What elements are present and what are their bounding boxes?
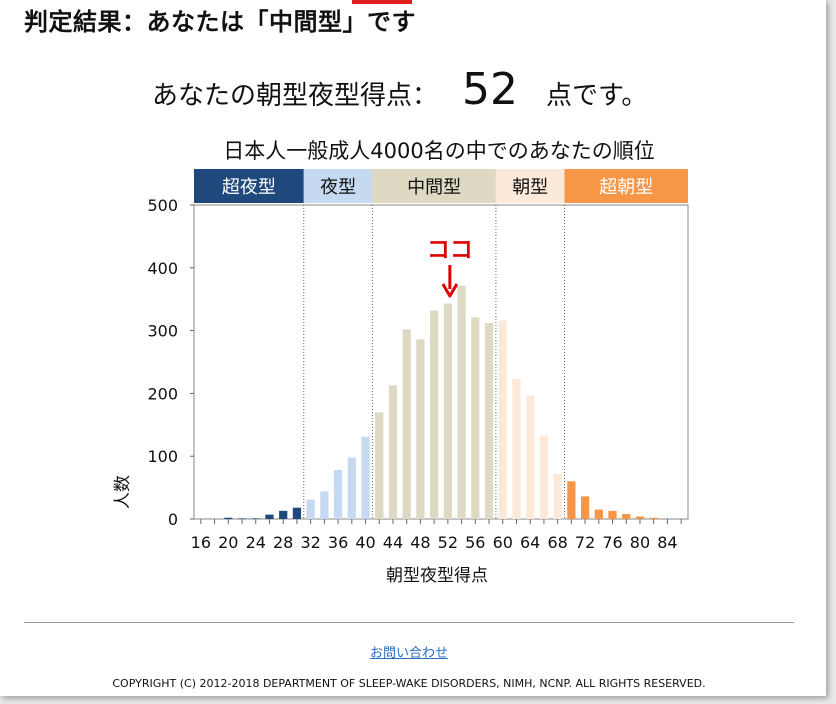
x-tick-label: 40 [355, 533, 375, 552]
result-panel: 判定結果：あなたは「中間型」です あなたの朝型夜型得点： 52 点です。 日本人… [0, 0, 826, 696]
bar-78 [622, 513, 631, 519]
band-3 [372, 169, 496, 203]
bar-48 [416, 339, 425, 519]
x-tick-label: 76 [602, 533, 622, 552]
band-5 [564, 169, 688, 203]
y-tick-label: 0 [168, 510, 178, 529]
bar-56 [471, 317, 480, 519]
x-tick-label: 84 [657, 533, 677, 552]
band-label-1: 超夜型 [222, 177, 276, 198]
bar-70 [567, 481, 576, 519]
marker-arrow-head [441, 283, 459, 298]
y-tick-label: 400 [147, 259, 178, 278]
score-prefix: あなたの朝型夜型得点： [152, 81, 439, 111]
bar-72 [580, 496, 590, 519]
bar-82 [649, 517, 658, 519]
band-4 [495, 169, 565, 203]
plot-area: 0 100 200 300 400 500 16 20 24 28 32 36 40 44 48 52 56 60… [147, 196, 689, 552]
bar-30 [292, 507, 302, 519]
bar-36 [333, 470, 343, 519]
chart-title: 日本人一般成人4000名の中でのあなたの順位 [223, 139, 654, 163]
bar-24 [251, 518, 260, 519]
plot-frame [193, 204, 689, 520]
bar-20 [224, 517, 233, 519]
bar-44 [388, 385, 398, 519]
x-tick-label: 72 [575, 533, 595, 552]
x-tick-label: 52 [438, 533, 458, 552]
x-tick-label: 32 [300, 533, 320, 552]
bar-40 [361, 436, 370, 519]
band-1 [194, 169, 304, 203]
x-tick-label: 28 [273, 533, 293, 552]
copyright-text: COPYRIGHT (C) 2012-2018 DEPARTMENT OF SL… [112, 677, 706, 690]
bar-62 [512, 378, 521, 519]
score-line: あなたの朝型夜型得点： 52 点です。 [152, 64, 647, 124]
bar-26 [265, 514, 274, 519]
type-bands: 超夜型 夜型 中間型 朝型 超朝型 [194, 169, 688, 203]
bar-50 [430, 310, 439, 519]
bar-54 [457, 286, 466, 519]
bar-34 [320, 491, 329, 519]
bar-42 [375, 412, 384, 519]
bar-28 [279, 510, 288, 519]
x-axis-label: 朝型夜型得点 [386, 566, 488, 586]
bar-52 [443, 303, 452, 519]
header-accent-bar [352, 0, 412, 4]
bar-22 [237, 518, 247, 519]
y-tick-label: 200 [147, 384, 178, 403]
footer-divider [24, 622, 794, 623]
x-tick-label: 20 [218, 533, 238, 552]
x-tick-label: 56 [465, 533, 485, 552]
x-tick-label: 68 [547, 533, 567, 552]
marker-label: ココ [427, 237, 473, 263]
y-tick-label: 100 [147, 447, 178, 466]
score-value: 52 [462, 64, 519, 115]
band-label-5: 超朝型 [599, 177, 653, 198]
band-label-2: 夜型 [320, 177, 356, 198]
x-tick-label: 48 [410, 533, 430, 552]
band-2 [303, 169, 373, 203]
y-axis-label: 人数 [113, 475, 133, 509]
bar-38 [347, 457, 356, 519]
bar-64 [526, 395, 535, 519]
x-tick-label: 16 [191, 533, 211, 552]
x-tick-label: 44 [383, 533, 403, 552]
bar-68 [553, 473, 562, 519]
x-tick-label: 36 [328, 533, 348, 552]
x-tick-label: 64 [520, 533, 540, 552]
x-tick-label: 80 [630, 533, 650, 552]
bar-74 [594, 509, 603, 519]
rank-chart: 日本人一般成人4000名の中でのあなたの順位 超夜型 夜型 中間型 朝型 超朝型 0 10… [113, 139, 689, 586]
y-tick-label: 300 [147, 322, 178, 341]
band-label-4: 朝型 [512, 177, 548, 198]
bar-58 [484, 323, 494, 519]
band-label-3: 中間型 [407, 177, 461, 198]
x-tick-label: 24 [246, 533, 266, 552]
contact-link[interactable]: お問い合わせ [369, 646, 448, 661]
bar-80 [635, 516, 645, 519]
bar-60 [498, 320, 507, 519]
bar-66 [539, 435, 549, 519]
verdict-heading: 判定結果：あなたは「中間型」です [24, 8, 416, 36]
bar-32 [306, 499, 315, 519]
bar-46 [402, 329, 411, 519]
y-tick-label: 500 [147, 196, 178, 215]
bar-76 [608, 510, 617, 519]
score-suffix: 点です。 [546, 81, 648, 111]
x-tick-label: 60 [493, 533, 513, 552]
